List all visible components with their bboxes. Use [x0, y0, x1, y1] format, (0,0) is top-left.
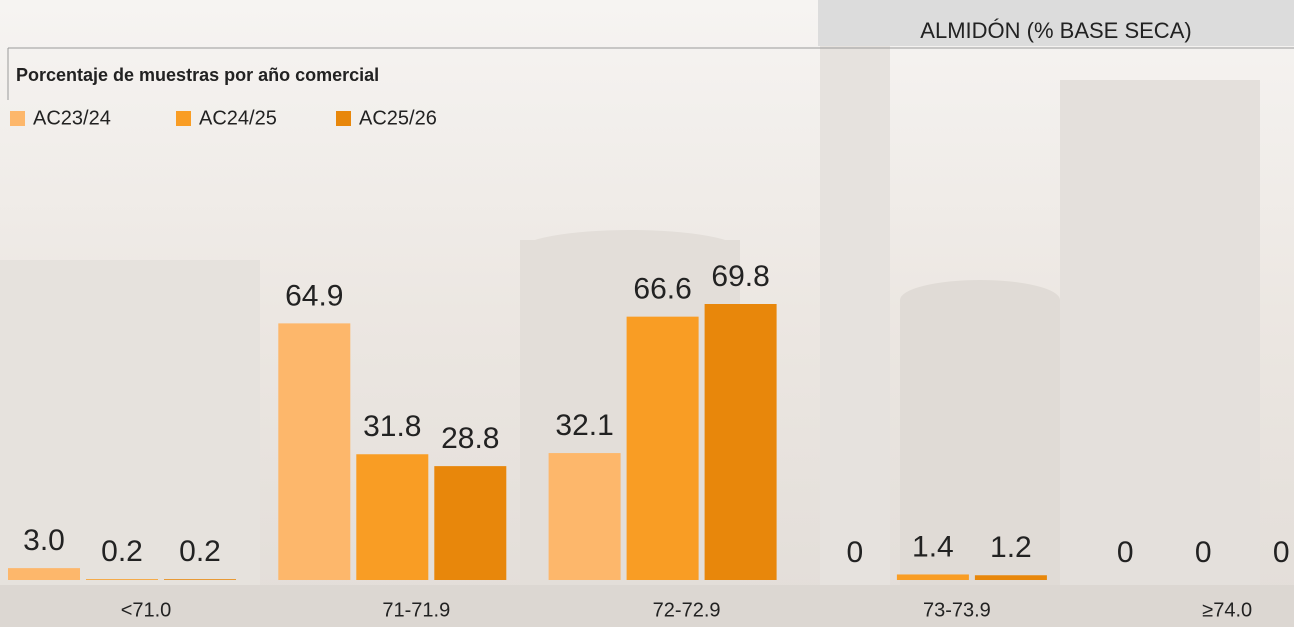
data-label: 69.8 [711, 260, 769, 293]
legend-label: AC24/25 [199, 107, 277, 129]
bar [548, 453, 621, 580]
legend-label: AC23/24 [33, 107, 111, 129]
data-label: 64.9 [285, 279, 343, 312]
data-label: 31.8 [363, 410, 421, 443]
legend-swatch [10, 111, 25, 126]
data-label: 32.1 [555, 409, 613, 442]
data-label: 0 [847, 536, 864, 569]
data-label: 0 [1117, 536, 1134, 569]
bar [434, 466, 507, 580]
data-label: 1.4 [912, 530, 954, 563]
bar [704, 304, 777, 580]
x-tick-label: ≥74.0 [1202, 599, 1252, 621]
legend: AC23/24 AC24/25 AC25/26 [10, 107, 437, 129]
title-box [818, 0, 1294, 46]
data-label: 66.6 [633, 273, 691, 306]
bar [974, 575, 1047, 580]
bar [86, 579, 158, 580]
data-label: 0.2 [101, 535, 143, 568]
x-tick-label: 72-72.9 [653, 599, 721, 621]
legend-label: AC25/26 [359, 107, 437, 129]
data-label: 0 [1195, 536, 1212, 569]
data-label: 28.8 [441, 422, 499, 455]
x-tick-label: 71-71.9 [382, 599, 450, 621]
chart-subtitle: Porcentaje de muestras por año comercial [16, 65, 379, 85]
legend-swatch [176, 111, 191, 126]
bar [164, 579, 236, 580]
chart-title: ALMIDÓN (% BASE SECA) [920, 18, 1191, 43]
bar [356, 454, 429, 580]
legend-swatch [336, 111, 351, 126]
data-label: 0.2 [179, 535, 221, 568]
x-tick-label: 73-73.9 [923, 599, 991, 621]
x-tick-label: <71.0 [121, 599, 172, 621]
bar [8, 568, 80, 580]
bar [278, 323, 351, 580]
data-label: 1.2 [990, 531, 1032, 564]
data-label: 0 [1273, 536, 1290, 569]
data-label: 3.0 [23, 524, 65, 557]
bar [626, 316, 699, 580]
bar [896, 574, 969, 580]
